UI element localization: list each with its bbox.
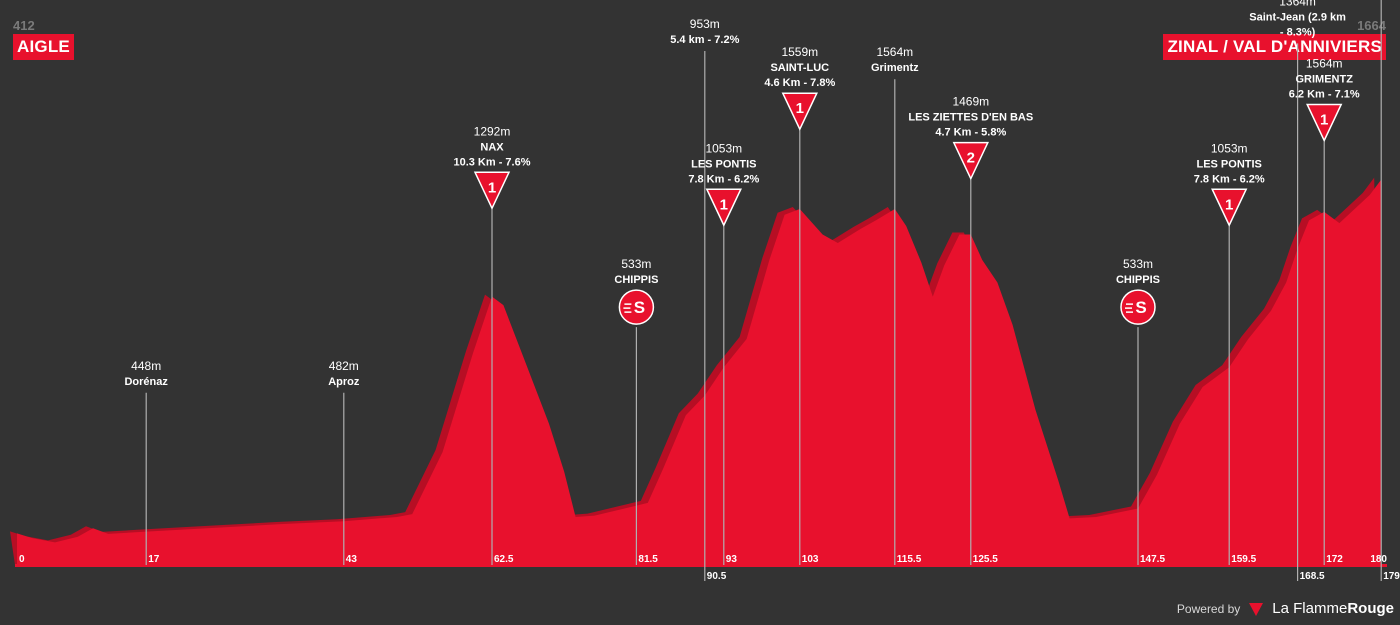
sprint-speed-lines-icon — [1125, 303, 1133, 313]
km-tick-label: 62.5 — [494, 554, 514, 565]
km-tick-below-label: 90.5 — [707, 571, 727, 582]
km-tick-label: 172 — [1326, 554, 1343, 565]
km-tick-label: 125.5 — [973, 554, 998, 565]
finish-label: 1664 ZINAL / VAL D'ANNIVIERS — [1163, 18, 1386, 60]
km-tick-label: 0 — [19, 554, 25, 565]
climb-category-label: 1 — [1225, 196, 1233, 213]
km-tick-below-label: 168.5 — [1300, 571, 1325, 582]
sprint-badge-icon — [618, 289, 655, 325]
start-altitude: 412 — [13, 18, 35, 33]
km-tick-label: 180 — [1370, 554, 1387, 565]
point-climb-info: 10.3 Km - 7.6% — [453, 156, 530, 168]
climb-category-badge-icon — [705, 188, 742, 228]
point-altitude: 1292m — [474, 124, 511, 138]
brand-name-part1: La Flamme — [1272, 600, 1348, 617]
brand-name: La FlammeRouge — [1272, 600, 1394, 617]
point-climb-info: 5.4 km - 7.2% — [670, 34, 739, 46]
climb-category-label: 1 — [1320, 112, 1328, 129]
point-altitude: 482m — [329, 359, 359, 373]
point-altitude: 533m — [621, 257, 651, 271]
sprint-badge-label: S — [1135, 298, 1146, 317]
point-climb-info: 6.2 Km - 7.1% — [1289, 89, 1360, 101]
climb-category-badge-icon — [952, 141, 989, 181]
point-name: NAX — [480, 141, 504, 153]
climb-category-label: 1 — [720, 196, 728, 213]
km-tick-label: 81.5 — [638, 554, 658, 565]
finish-town: ZINAL / VAL D'ANNIVIERS — [1163, 34, 1386, 60]
sprint-badge-icon — [1120, 289, 1156, 325]
point-name: Saint-Jean (2.9 km — [1249, 11, 1346, 23]
point-altitude: 1053m — [705, 141, 742, 155]
profile-baseline — [15, 564, 1387, 567]
start-label: 412 AIGLE — [13, 18, 74, 60]
point-name: Aproz — [328, 376, 360, 388]
flamme-rouge-logo-icon — [1249, 602, 1264, 616]
point-climb-info: 7.8 Km - 6.2% — [688, 173, 759, 185]
point-climb-info: 4.6 Km - 7.8% — [764, 77, 835, 89]
point-name: LES ZIETTES D'EN BAS — [908, 112, 1033, 124]
km-tick-label: 43 — [346, 554, 358, 565]
km-tick-label: 159.5 — [1231, 554, 1256, 565]
powered-by-text: Powered by — [1176, 601, 1241, 616]
km-tick-label: 103 — [802, 554, 819, 565]
point-name: SAINT-LUC — [770, 62, 829, 74]
point-altitude: 448m — [131, 359, 161, 373]
point-altitude: 953m — [690, 17, 720, 31]
climb-category-badge-icon — [473, 171, 511, 211]
footer: Powered by La FlammeRouge — [1177, 600, 1394, 617]
point-climb-info: 4.7 Km - 5.8% — [935, 127, 1006, 139]
climb-category-badge-icon — [781, 92, 818, 131]
point-altitude: 1053m — [1211, 141, 1248, 155]
km-tick-below-label: 179 — [1383, 571, 1400, 582]
point-name: GRIMENTZ — [1295, 74, 1353, 86]
climb-category-label: 1 — [796, 100, 804, 117]
point-climb-info: 7.8 Km - 6.2% — [1194, 173, 1265, 185]
point-name: Dorénaz — [124, 376, 168, 388]
km-tick-label: 17 — [148, 554, 160, 565]
km-tick-label: 147.5 — [1140, 554, 1165, 565]
point-altitude: 533m — [1123, 257, 1153, 271]
profile-area — [17, 179, 1382, 566]
point-name: CHIPPIS — [614, 274, 658, 286]
point-name: CHIPPIS — [1116, 274, 1160, 286]
point-altitude: 1364m — [1279, 0, 1316, 8]
point-name: Grimentz — [871, 62, 919, 74]
finish-altitude: 1664 — [1357, 18, 1386, 33]
point-name: LES PONTIS — [1196, 158, 1261, 170]
point-altitude: 1469m — [952, 95, 989, 109]
km-tick-label: 115.5 — [897, 554, 922, 565]
point-altitude: 1564m — [876, 45, 913, 59]
point-altitude: 1564m — [1306, 57, 1343, 71]
point-climb-info: - 8.3%) — [1280, 26, 1316, 38]
climb-category-badge-icon — [1211, 188, 1248, 228]
point-name: LES PONTIS — [691, 158, 756, 170]
climb-category-label: 1 — [488, 179, 496, 196]
climb-category-label: 2 — [967, 150, 975, 167]
start-town: AIGLE — [13, 34, 74, 60]
sprint-badge-label: S — [634, 298, 645, 317]
km-tick-label: 93 — [726, 554, 738, 565]
brand-name-part2: Rouge — [1347, 600, 1394, 617]
sprint-speed-lines-icon — [623, 303, 632, 313]
climb-category-badge-icon — [1306, 103, 1343, 143]
point-altitude: 1559m — [781, 45, 818, 59]
